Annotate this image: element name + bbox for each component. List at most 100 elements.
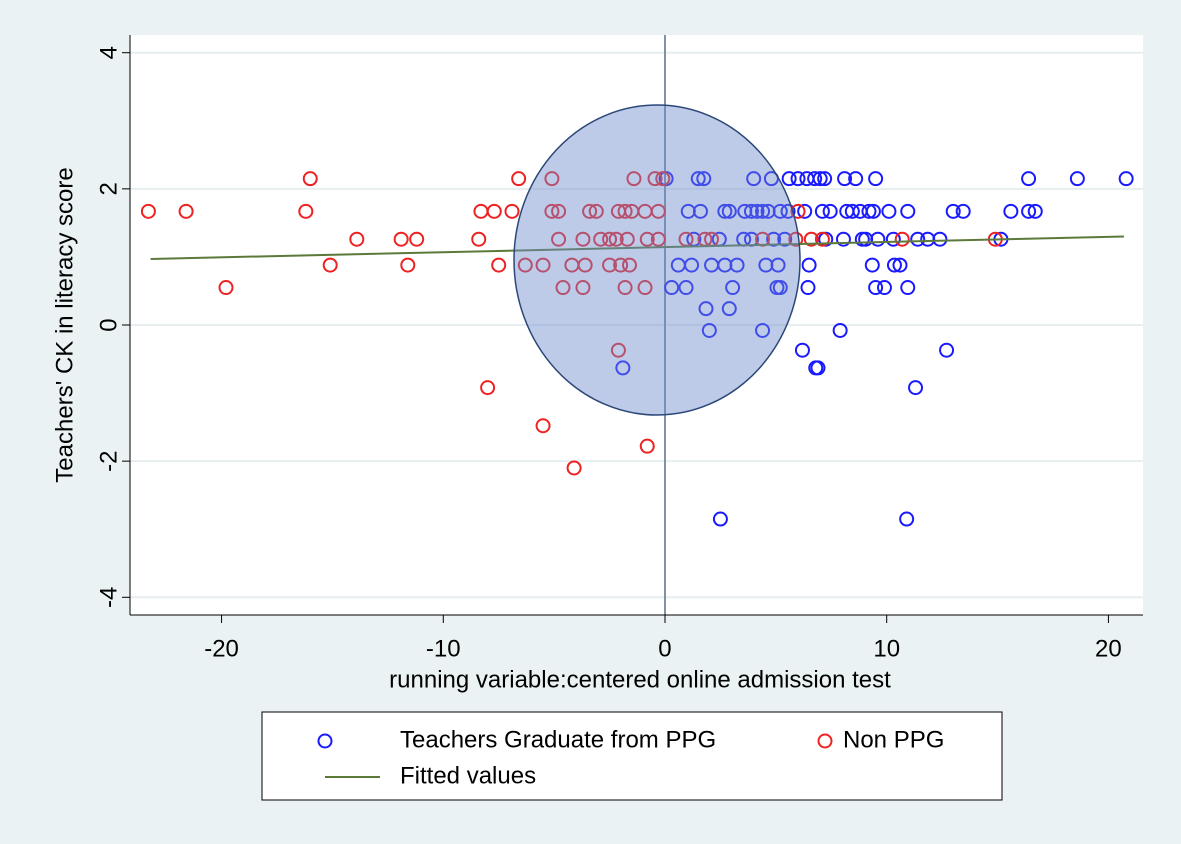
point: [486, 203, 502, 219]
point: [712, 511, 728, 527]
point: [639, 438, 655, 454]
point: [491, 257, 507, 273]
point: [619, 231, 635, 247]
point: [582, 203, 598, 219]
point: [684, 257, 700, 273]
highlight-ellipse: [513, 104, 801, 416]
point: [725, 280, 741, 296]
point: [822, 203, 838, 219]
point: [615, 360, 631, 376]
point: [178, 203, 194, 219]
point: [393, 231, 409, 247]
point: [755, 322, 771, 338]
point: [610, 342, 626, 358]
point: [743, 203, 759, 219]
y-tick-label: 2: [95, 182, 122, 195]
point: [622, 257, 638, 273]
point: [504, 203, 520, 219]
y-tick-label: -4: [95, 587, 122, 608]
point: [717, 203, 733, 219]
point: [955, 203, 971, 219]
point: [650, 203, 666, 219]
point: [939, 342, 955, 358]
point: [885, 231, 901, 247]
x-tick-label: 10: [873, 635, 900, 662]
point: [746, 171, 762, 187]
point: [664, 280, 680, 296]
point: [932, 231, 948, 247]
point: [322, 257, 338, 273]
point: [864, 257, 880, 273]
point: [729, 257, 745, 273]
point: [892, 257, 908, 273]
point: [588, 203, 604, 219]
point: [535, 257, 551, 273]
point: [577, 257, 593, 273]
point: [566, 460, 582, 476]
point: [692, 203, 708, 219]
point: [770, 257, 786, 273]
point: [544, 171, 560, 187]
point: [535, 418, 551, 434]
point: [910, 231, 926, 247]
point: [1069, 171, 1085, 187]
point: [886, 257, 902, 273]
point: [1003, 203, 1019, 219]
point: [637, 280, 653, 296]
point: [868, 280, 884, 296]
point: [701, 322, 717, 338]
point: [400, 257, 416, 273]
x-tick-label: 20: [1095, 635, 1122, 662]
point: [1021, 203, 1037, 219]
point: [575, 280, 591, 296]
point: [814, 203, 830, 219]
point: [865, 203, 881, 219]
point: [900, 280, 916, 296]
point: [349, 231, 365, 247]
point: [480, 380, 496, 396]
point: [575, 231, 591, 247]
legend-label: Teachers Graduate from PPG: [400, 726, 716, 753]
x-tick-label: 0: [658, 635, 671, 662]
point: [409, 231, 425, 247]
point: [812, 171, 828, 187]
point: [602, 257, 618, 273]
point: [837, 171, 853, 187]
point: [555, 280, 571, 296]
point: [544, 203, 560, 219]
y-tick-label: 4: [95, 46, 122, 59]
point: [755, 203, 771, 219]
point: [721, 203, 737, 219]
point: [803, 231, 819, 247]
x-tick-label: -10: [426, 635, 461, 662]
point: [511, 171, 527, 187]
point: [810, 360, 826, 376]
point: [551, 231, 567, 247]
point: [655, 171, 671, 187]
point: [817, 171, 833, 187]
legend-label: Non PPG: [843, 726, 944, 753]
point: [781, 171, 797, 187]
y-tick-label: -2: [95, 450, 122, 471]
point: [772, 280, 788, 296]
point: [780, 203, 796, 219]
point: [800, 280, 816, 296]
fitted-line: [150, 235, 1124, 260]
point: [302, 171, 318, 187]
y-axis-title: Teachers' CK in literacy score: [51, 167, 78, 482]
point: [881, 203, 897, 219]
point: [690, 171, 706, 187]
point: [1118, 171, 1134, 187]
point: [721, 301, 737, 317]
x-tick-label: -20: [204, 635, 239, 662]
point: [517, 257, 533, 273]
point: [835, 231, 851, 247]
point: [945, 203, 961, 219]
legend-label: Fitted values: [400, 762, 536, 789]
point: [807, 171, 823, 187]
point: [617, 203, 633, 219]
point: [848, 171, 864, 187]
point: [861, 203, 877, 219]
point: [788, 231, 804, 247]
point: [772, 203, 788, 219]
